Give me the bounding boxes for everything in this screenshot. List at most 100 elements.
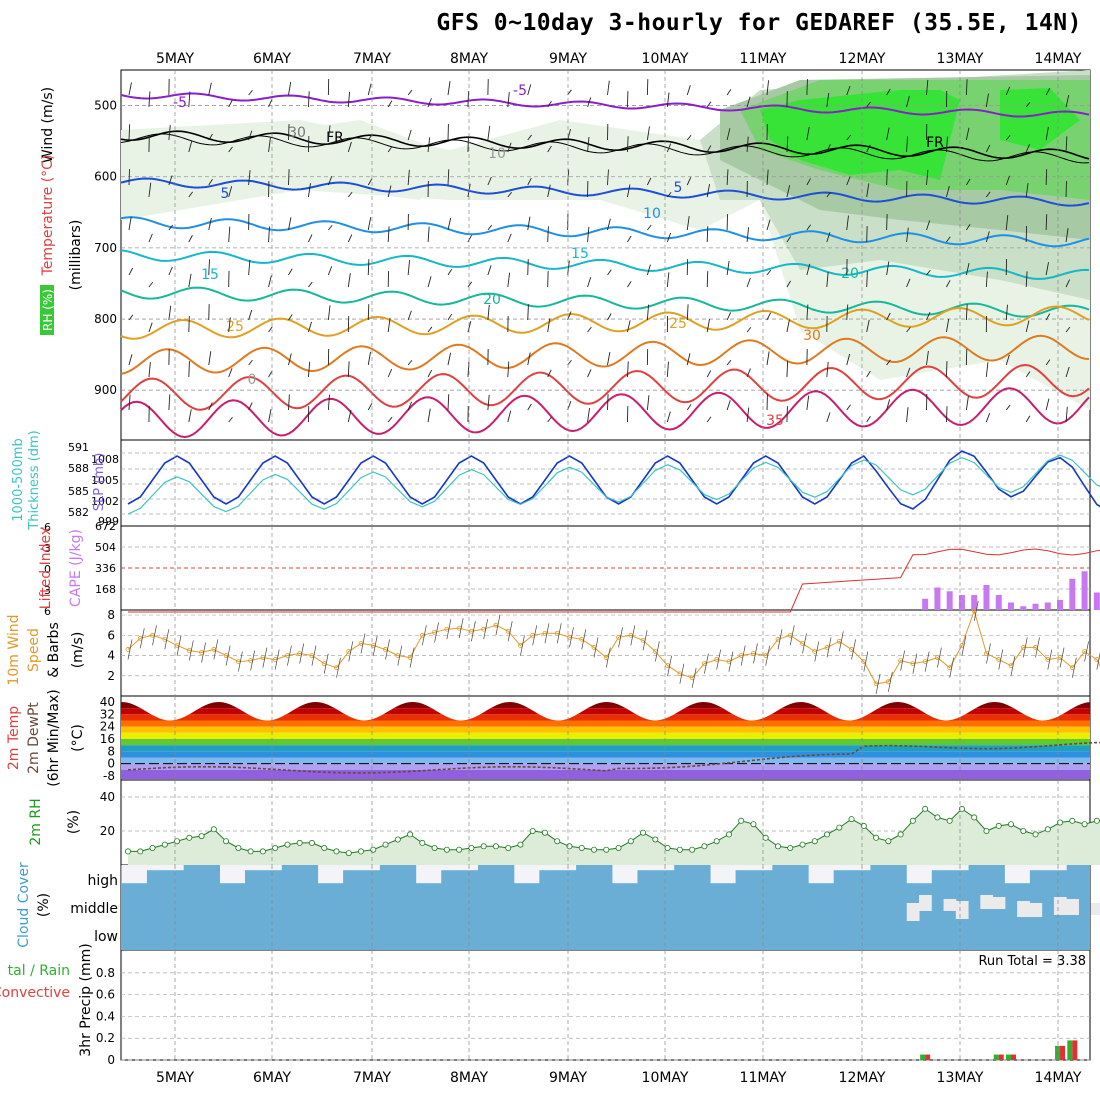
upper-units-label: (millibars) [68,220,84,291]
precip-b-label: Convective [0,985,70,1001]
isotherm-label: FR [926,135,944,151]
run-total-label: Run Total = 3.38 [978,954,1086,969]
wind-barb [468,136,469,152]
cloud-gap-high [122,865,135,883]
cape-tick-label: 168 [95,583,116,596]
rh-tick-label: 20 [100,824,115,838]
date-label-top: 5MAY [156,51,194,67]
date-label-top: 11MAY [740,51,787,67]
rh-point [775,844,780,849]
cloud-gap-mid [1017,901,1030,917]
precip-convective-bar [1011,1055,1016,1060]
cloud-gap-high [1029,865,1042,870]
isotherm-label: 10 [488,146,506,162]
precip-convective-bar [1072,1040,1077,1060]
rh-point [432,845,437,850]
rh-point [1070,818,1075,823]
cloud-gap-mid [907,903,920,921]
cloud-gap-high [711,865,724,883]
temp-band [121,721,1090,727]
cloud-gap-high [367,865,380,870]
cloud-gap-high [220,865,233,883]
cloud-row-label: high [87,873,118,889]
temp-band [121,727,1090,733]
cloud-gap-high [747,865,760,870]
cape-bar [947,591,953,610]
temp-band [121,764,1090,770]
wind-barb [189,316,190,332]
cape-bar [1094,593,1100,611]
date-label-top: 7MAY [353,51,391,67]
precip-c-label: 3hr Precip (mm) [78,943,94,1056]
cloud-gap-high [735,865,748,870]
isotherm-label: 0 [248,372,257,388]
rh-point [260,849,265,854]
wind10-a-label: 10m Wind [6,614,22,685]
date-label-bottom: 13MAY [937,1070,984,1086]
cloud-gap-high [514,865,527,883]
wind-barb [289,169,290,185]
rh-point [273,845,278,850]
slp-label: SLP (mb) [92,453,107,512]
isotherm-label: 5 [674,180,683,196]
rh-point [628,839,633,844]
cloud-row-label: low [94,929,118,945]
rh-point [457,847,462,852]
rh-point [579,845,584,850]
rh-point [849,817,854,822]
cape-bar [1033,604,1039,610]
temp-band [121,733,1090,739]
wind-barb [368,259,369,275]
cape-tick-label: 504 [95,541,116,554]
cloud-gap-high [907,865,920,883]
cape-bar [922,599,928,610]
rh-point [420,840,425,845]
thickness-label: 1000-500mb [11,438,26,522]
cloud-gap-high [428,865,441,883]
rh-point [150,845,155,850]
cloud-gap-high [1054,865,1067,870]
cape-bar [1020,606,1026,610]
rh-point [530,828,535,833]
wind10-c-label: & Barbs [46,622,62,678]
cloud-gap-high [1017,865,1030,883]
rh-point [518,842,523,847]
precip-tick-label: 0.8 [96,966,115,980]
temp-band [121,758,1090,764]
cloud-gap-high [661,865,674,870]
pressure-tick-label: 900 [94,383,117,397]
cloud-gap-high [355,865,368,870]
wind-barb [1046,169,1047,185]
thickness-tick-label: 585 [68,485,89,498]
isotherm-label: 5 [221,186,230,202]
cloud-gap-mid [919,895,932,911]
rh-point [395,837,400,842]
rh-point [1045,827,1050,832]
temp-tick-label: -8 [103,769,115,783]
rh-point [187,835,192,840]
rh-point [996,823,1001,828]
cloud-gap-high [343,865,356,870]
rh-point [910,818,915,823]
wind-barb [807,79,808,95]
rh-point [469,845,474,850]
upper-temp-label: Temperature (°C) [40,155,56,277]
cloud-gap-mid [980,895,993,909]
cape-bar [1069,579,1075,610]
cloud-gap-high [465,865,478,870]
cloud-gap-mid [956,901,969,919]
cloud-gap-high [171,865,184,870]
cloud-gap-high [441,865,454,870]
date-label-top: 13MAY [937,51,984,67]
cloud-gap-high [159,865,172,870]
rh-point [199,834,204,839]
rh-point [886,839,891,844]
cloud-gap-high [956,865,969,870]
wind-barb [946,361,947,377]
cape-bar [1082,571,1088,610]
thickness-tick-label: 582 [68,506,89,519]
cloud-gap-mid [1054,897,1067,915]
precip-tick-label: 0 [107,1053,115,1067]
rh-point [714,839,719,844]
wind10-b-label: Speed [26,628,42,672]
